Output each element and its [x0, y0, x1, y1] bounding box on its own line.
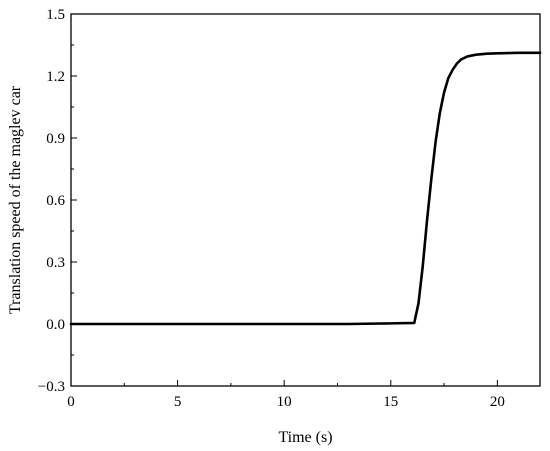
x-tick-label: 0 [67, 394, 75, 410]
y-tick-label: 1.2 [46, 69, 65, 85]
x-axis-label: Time (s) [278, 429, 332, 446]
x-tick-label: 20 [490, 394, 505, 410]
y-axis-label: Translation speed of the maglev car [7, 85, 24, 314]
plot-frame [70, 13, 541, 387]
x-axis-ticks: 0 5 10 15 20 [67, 380, 505, 410]
series-layer [69, 51, 542, 326]
y-tick-label: −0.3 [38, 379, 65, 395]
y-tick-label: 0.9 [46, 131, 65, 147]
y-tick-label: 1.5 [46, 7, 65, 23]
y-tick-label: 0.0 [46, 317, 65, 333]
y-axis-ticks: −0.3 0.0 0.3 0.6 0.9 1.2 1.5 [38, 7, 77, 395]
x-tick-label: 10 [277, 394, 292, 410]
x-tick-label: 15 [383, 394, 398, 410]
series-line-0 [69, 51, 542, 326]
y-tick-label: 0.3 [46, 255, 65, 271]
x-tick-label: 5 [174, 394, 182, 410]
y-tick-label: 0.6 [46, 193, 65, 209]
